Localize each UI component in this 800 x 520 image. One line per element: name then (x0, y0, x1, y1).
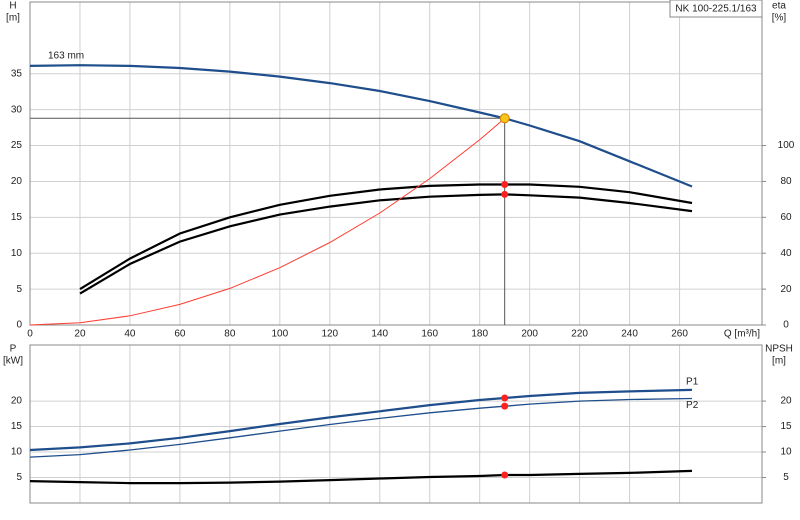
x-tick-label: 140 (371, 329, 388, 340)
series-label: 163 mm (48, 51, 84, 62)
y-axis-label: P (10, 344, 17, 355)
annotation-box (669, 0, 763, 18)
y2-axis-label: [m] (772, 356, 786, 367)
y-tick-label: 5 (16, 472, 22, 483)
y2-tick-label: 80 (780, 176, 792, 187)
y2-tick-label: 10 (780, 447, 792, 458)
y-axis-label: [m] (6, 13, 20, 24)
y-tick-label: 5 (16, 284, 22, 295)
y2-tick-label: 100 (778, 140, 795, 151)
x-tick-label: 60 (174, 329, 186, 340)
y2-tick-label: 40 (780, 248, 792, 259)
curve (29, 64, 693, 188)
annotation: NK 100-225.1/163 (675, 4, 757, 15)
y-tick-label: 35 (11, 68, 23, 79)
series-label: P1 (686, 376, 699, 387)
x-tick-label: 20 (74, 329, 86, 340)
duty-point (499, 113, 510, 124)
x-tick-label: 120 (321, 329, 338, 340)
curve (29, 397, 693, 458)
y2-tick-label: 5 (783, 472, 789, 483)
x-tick-label: 220 (571, 329, 588, 340)
x-tick-label: 40 (124, 329, 136, 340)
x-axis-label: Q [m³/h] (724, 329, 760, 340)
duty-marker (501, 180, 509, 188)
y-tick-label: 10 (11, 447, 23, 458)
y-tick-label: 0 (16, 320, 22, 331)
y2-tick-label: 0 (783, 320, 789, 331)
series-label: P2 (686, 400, 699, 411)
y2-axis-label: eta (772, 1, 786, 12)
curve (79, 183, 693, 291)
y-tick-label: 15 (11, 421, 23, 432)
curve (79, 193, 693, 295)
y-tick-label: 15 (11, 212, 23, 223)
y2-tick-label: 15 (780, 421, 792, 432)
x-tick-label: 240 (621, 329, 638, 340)
y-tick-label: 30 (11, 104, 23, 115)
duty-marker (501, 402, 509, 410)
duty-marker (501, 471, 509, 479)
curve (29, 469, 693, 485)
plot-frame (29, 1, 763, 326)
duty-marker (501, 190, 509, 198)
x-tick-label: 0 (27, 329, 33, 340)
x-tick-label: 100 (271, 329, 288, 340)
plot-frame (29, 344, 763, 504)
y2-tick-label: 20 (780, 284, 792, 295)
duty-marker (501, 394, 509, 402)
y2-axis-label: [%] (772, 13, 787, 24)
curve (29, 388, 693, 452)
curve (29, 117, 506, 326)
y2-axis-label: NPSH (765, 344, 793, 355)
x-tick-label: 80 (224, 329, 236, 340)
x-tick-label: 260 (671, 329, 688, 340)
y-axis-label: [kW] (3, 356, 23, 367)
x-tick-label: 180 (471, 329, 488, 340)
y2-tick-label: 60 (780, 212, 792, 223)
y-tick-label: 25 (11, 140, 23, 151)
x-tick-label: 160 (421, 329, 438, 340)
y-tick-label: 20 (11, 176, 23, 187)
y-tick-label: 10 (11, 248, 23, 259)
y2-tick-label: 20 (780, 396, 792, 407)
y-axis-label: H (9, 1, 16, 12)
y-tick-label: 20 (11, 396, 23, 407)
x-tick-label: 200 (521, 329, 538, 340)
